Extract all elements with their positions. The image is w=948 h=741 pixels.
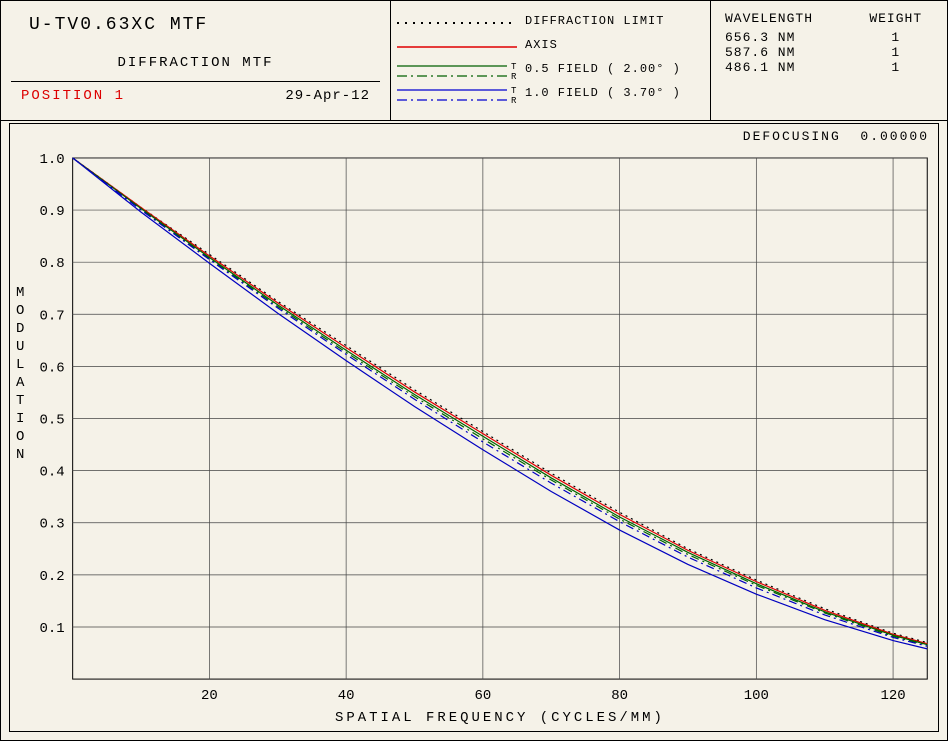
wav-nm: 587.6 NM	[719, 45, 852, 60]
legend-item: TR0.5 FIELD ( 2.00° )	[397, 57, 704, 81]
series-0.5_field_R	[73, 158, 928, 645]
position-label: POSITION 1	[21, 88, 125, 104]
svg-text:R: R	[511, 96, 517, 106]
svg-text:40: 40	[338, 688, 355, 704]
mtf-plot: 20 40 60 80 100 120 0.1 0.2 0.3 0.4 0.5 0.6 0.7 0.8 0.…	[10, 124, 938, 731]
report-subtitle: DIFFRACTION MTF	[11, 55, 380, 71]
wav-weight: 1	[852, 45, 939, 60]
legend-item: AXIS	[397, 33, 704, 57]
series-1.0_field_T	[73, 158, 928, 649]
wav-weight: 1	[852, 30, 939, 45]
svg-text:T: T	[511, 86, 517, 96]
position-row: POSITION 1 29-Apr-12	[11, 81, 380, 110]
svg-text:R: R	[511, 72, 517, 82]
svg-text:0.6: 0.6	[40, 360, 65, 376]
series-1.0_field_R	[73, 158, 928, 646]
svg-text:0.4: 0.4	[40, 465, 65, 481]
wavelength-row: 656.3 NM1	[719, 30, 939, 45]
wav-nm: 486.1 NM	[719, 60, 852, 75]
header-left: U-TV0.63XC MTF DIFFRACTION MTF POSITION …	[1, 1, 391, 120]
series-axis	[73, 158, 928, 644]
svg-text:T: T	[511, 62, 517, 72]
svg-text:0.3: 0.3	[40, 517, 65, 533]
report-title: U-TV0.63XC MTF	[29, 15, 380, 35]
svg-text:0.5: 0.5	[40, 413, 65, 429]
svg-text:20: 20	[201, 688, 218, 704]
report-date: 29-Apr-12	[285, 88, 370, 104]
legend-label: DIFFRACTION LIMIT	[517, 14, 664, 28]
wav-header: WAVELENGTH	[719, 11, 852, 30]
wavelength-table: WAVELENGTH WEIGHT 656.3 NM1587.6 NM1486.…	[711, 1, 947, 120]
svg-text:SPATIAL FREQUENCY (CYCLES/MM): SPATIAL FREQUENCY (CYCLES/MM)	[335, 710, 665, 726]
series-diffraction_limit	[73, 158, 928, 643]
legend-label: 0.5 FIELD ( 2.00° )	[517, 62, 681, 76]
header: U-TV0.63XC MTF DIFFRACTION MTF POSITION …	[1, 1, 947, 121]
legend-swatch	[397, 11, 517, 31]
svg-text:60: 60	[474, 688, 491, 704]
legend-item: DIFFRACTION LIMIT	[397, 9, 704, 33]
svg-text:0.7: 0.7	[40, 308, 65, 324]
svg-text:0.2: 0.2	[40, 569, 65, 585]
legend-swatch	[397, 35, 517, 55]
wavelength-row: 587.6 NM1	[719, 45, 939, 60]
svg-text:100: 100	[744, 688, 769, 704]
legend-swatch: TR	[397, 59, 517, 79]
svg-text:120: 120	[880, 688, 905, 704]
mtf-report: U-TV0.63XC MTF DIFFRACTION MTF POSITION …	[0, 0, 948, 741]
svg-text:0.9: 0.9	[40, 204, 65, 220]
legend-label: 1.0 FIELD ( 3.70° )	[517, 86, 681, 100]
chart-area: MODULATION 204060801001200.10.20.30.40.5…	[9, 123, 939, 732]
legend-item: TR1.0 FIELD ( 3.70° )	[397, 81, 704, 105]
wavelength-row: 486.1 NM1	[719, 60, 939, 75]
weight-header: WEIGHT	[852, 11, 939, 30]
legend-label: AXIS	[517, 38, 558, 52]
svg-text:1.0: 1.0	[40, 152, 65, 168]
svg-text:0.1: 0.1	[40, 621, 65, 637]
legend-swatch: TR	[397, 83, 517, 103]
series-0.5_field_T	[73, 158, 928, 645]
svg-text:0.8: 0.8	[40, 256, 65, 272]
wav-weight: 1	[852, 60, 939, 75]
legend: DIFFRACTION LIMITAXISTR0.5 FIELD ( 2.00°…	[391, 1, 711, 120]
svg-text:80: 80	[611, 688, 628, 704]
wav-nm: 656.3 NM	[719, 30, 852, 45]
